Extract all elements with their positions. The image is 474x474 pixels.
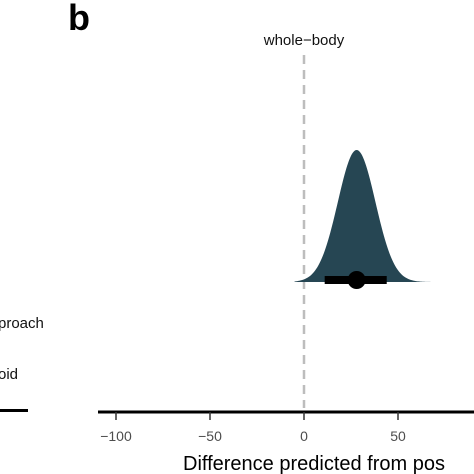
x-tick-label-2: 0 [300, 428, 308, 444]
left-panel-row-label-approach: proach [0, 315, 44, 332]
x-tick-label-1: −50 [198, 428, 222, 444]
point-estimate [347, 271, 366, 289]
x-axis-title: Difference predicted from pos [183, 453, 445, 474]
panel-label: b [68, 0, 90, 38]
x-tick-label-3: 50 [390, 428, 406, 444]
posterior-density [294, 150, 432, 282]
x-tick-label-0: −100 [100, 428, 132, 444]
left-panel-row-label-void: oid [0, 366, 19, 383]
left-panel-x-axis [0, 409, 28, 412]
reference-line-label: whole−body [263, 32, 345, 49]
